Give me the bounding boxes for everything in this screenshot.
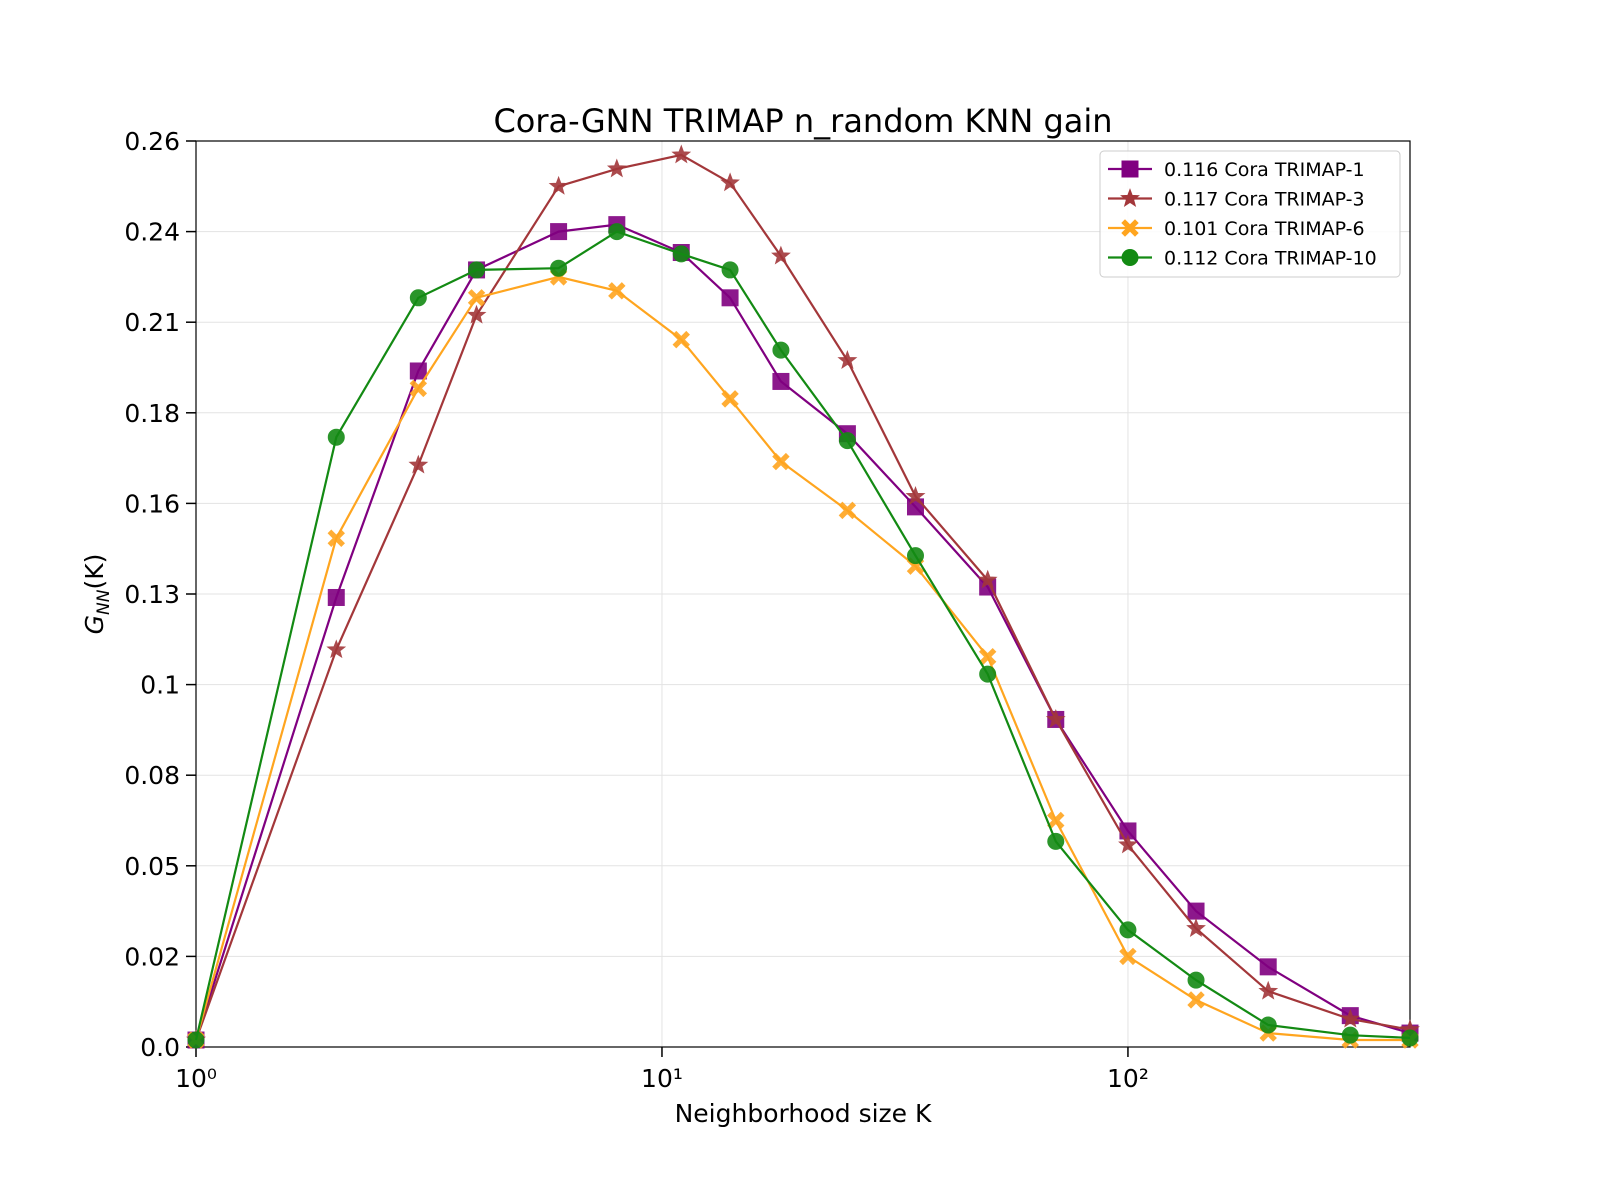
marker: [468, 261, 486, 279]
marker: [672, 245, 690, 263]
x-tick-label: 10¹: [641, 1064, 683, 1093]
marker: [608, 282, 626, 300]
y-tick-label: 0.13: [124, 580, 180, 609]
legend-label: 0.112 Cora TRIMAP-10: [1164, 248, 1377, 270]
marker: [721, 390, 739, 408]
y-tick-label: 0.1: [140, 671, 180, 700]
marker: [772, 341, 790, 359]
legend-label: 0.117 Cora TRIMAP-3: [1164, 189, 1365, 211]
marker: [1045, 708, 1066, 728]
marker: [608, 223, 626, 241]
marker: [671, 144, 692, 164]
marker: [1119, 947, 1137, 966]
marker: [1120, 188, 1140, 207]
y-tick-label: 0.16: [124, 489, 180, 518]
marker: [905, 485, 926, 505]
y-label-sub: NN: [94, 589, 114, 615]
marker: [408, 454, 429, 474]
y-tick-label: 0.24: [124, 218, 180, 247]
series: [187, 223, 1419, 1049]
marker: [548, 175, 569, 195]
marker: [1047, 832, 1065, 850]
marker: [977, 569, 998, 589]
y-tick-label: 0.05: [124, 852, 180, 881]
plot-frame: [195, 140, 1411, 1048]
marker: [1118, 834, 1138, 854]
marker: [721, 289, 739, 307]
series: [187, 268, 1419, 1049]
marker: [772, 452, 790, 471]
y-tick-label: 0.02: [124, 942, 180, 971]
marker: [326, 639, 347, 659]
marker: [1121, 249, 1139, 266]
marker: [720, 172, 740, 192]
y-label-main: G: [80, 615, 109, 634]
y-axis-label: GNN(K): [80, 554, 114, 635]
marker: [606, 158, 627, 178]
marker: [1401, 1029, 1419, 1047]
marker: [1341, 1026, 1359, 1044]
marker: [409, 379, 428, 398]
marker: [1258, 980, 1279, 1000]
marker: [550, 223, 568, 241]
marker: [672, 330, 690, 349]
marker: [327, 529, 345, 547]
marker: [327, 428, 345, 446]
marker: [771, 245, 791, 265]
marker: [978, 648, 997, 666]
y-label-arg: (K): [80, 554, 109, 590]
series-line: [194, 275, 1410, 1042]
marker: [1340, 1008, 1361, 1028]
marker: [838, 501, 857, 520]
marker: [1187, 991, 1205, 1009]
marker: [467, 289, 486, 307]
x-axis-label: Neighborhood size K: [675, 1099, 932, 1128]
legend: 0.116 Cora TRIMAP-1 0.117 Cora TRIMAP-3 0.…: [1099, 150, 1401, 278]
marker: [837, 350, 858, 369]
legend-label: 0.116 Cora TRIMAP-1: [1164, 159, 1365, 181]
marker: [1186, 918, 1206, 937]
marker: [1047, 811, 1065, 830]
marker: [1259, 1016, 1277, 1034]
marker: [550, 259, 568, 277]
x-tick-label: 10⁰: [175, 1064, 217, 1093]
y-tick-label: 0.18: [124, 399, 180, 428]
series-line: [194, 153, 1411, 1041]
marker: [906, 547, 924, 565]
y-tick-label: 0.08: [124, 761, 180, 790]
chart-title: Cora-GNN TRIMAP n_random KNN gain: [493, 102, 1112, 140]
legend-label: 0.101 Cora TRIMAP-6: [1164, 218, 1365, 240]
marker: [1121, 160, 1139, 178]
marker: [772, 372, 790, 390]
series: [186, 144, 1420, 1049]
marker: [466, 304, 487, 324]
x-tick-label: 10²: [1107, 1064, 1149, 1093]
y-tick-label: 0.26: [124, 127, 180, 156]
marker: [1259, 958, 1277, 976]
marker: [1119, 921, 1137, 939]
series: [187, 216, 1419, 1049]
marker: [409, 362, 427, 380]
legend-box: [1099, 150, 1401, 278]
series-line: [194, 230, 1411, 1041]
marker: [327, 588, 345, 606]
marker: [1121, 219, 1139, 237]
marker: [1187, 971, 1205, 989]
marker: [979, 665, 997, 683]
y-tick-label: 0.21: [124, 308, 180, 337]
marker: [409, 289, 427, 307]
marker: [721, 261, 739, 279]
y-tick-label: 0.0: [140, 1033, 180, 1062]
marker: [838, 432, 856, 450]
marker: [1187, 902, 1205, 920]
marker: [187, 1031, 205, 1049]
series-line: [194, 223, 1411, 1041]
